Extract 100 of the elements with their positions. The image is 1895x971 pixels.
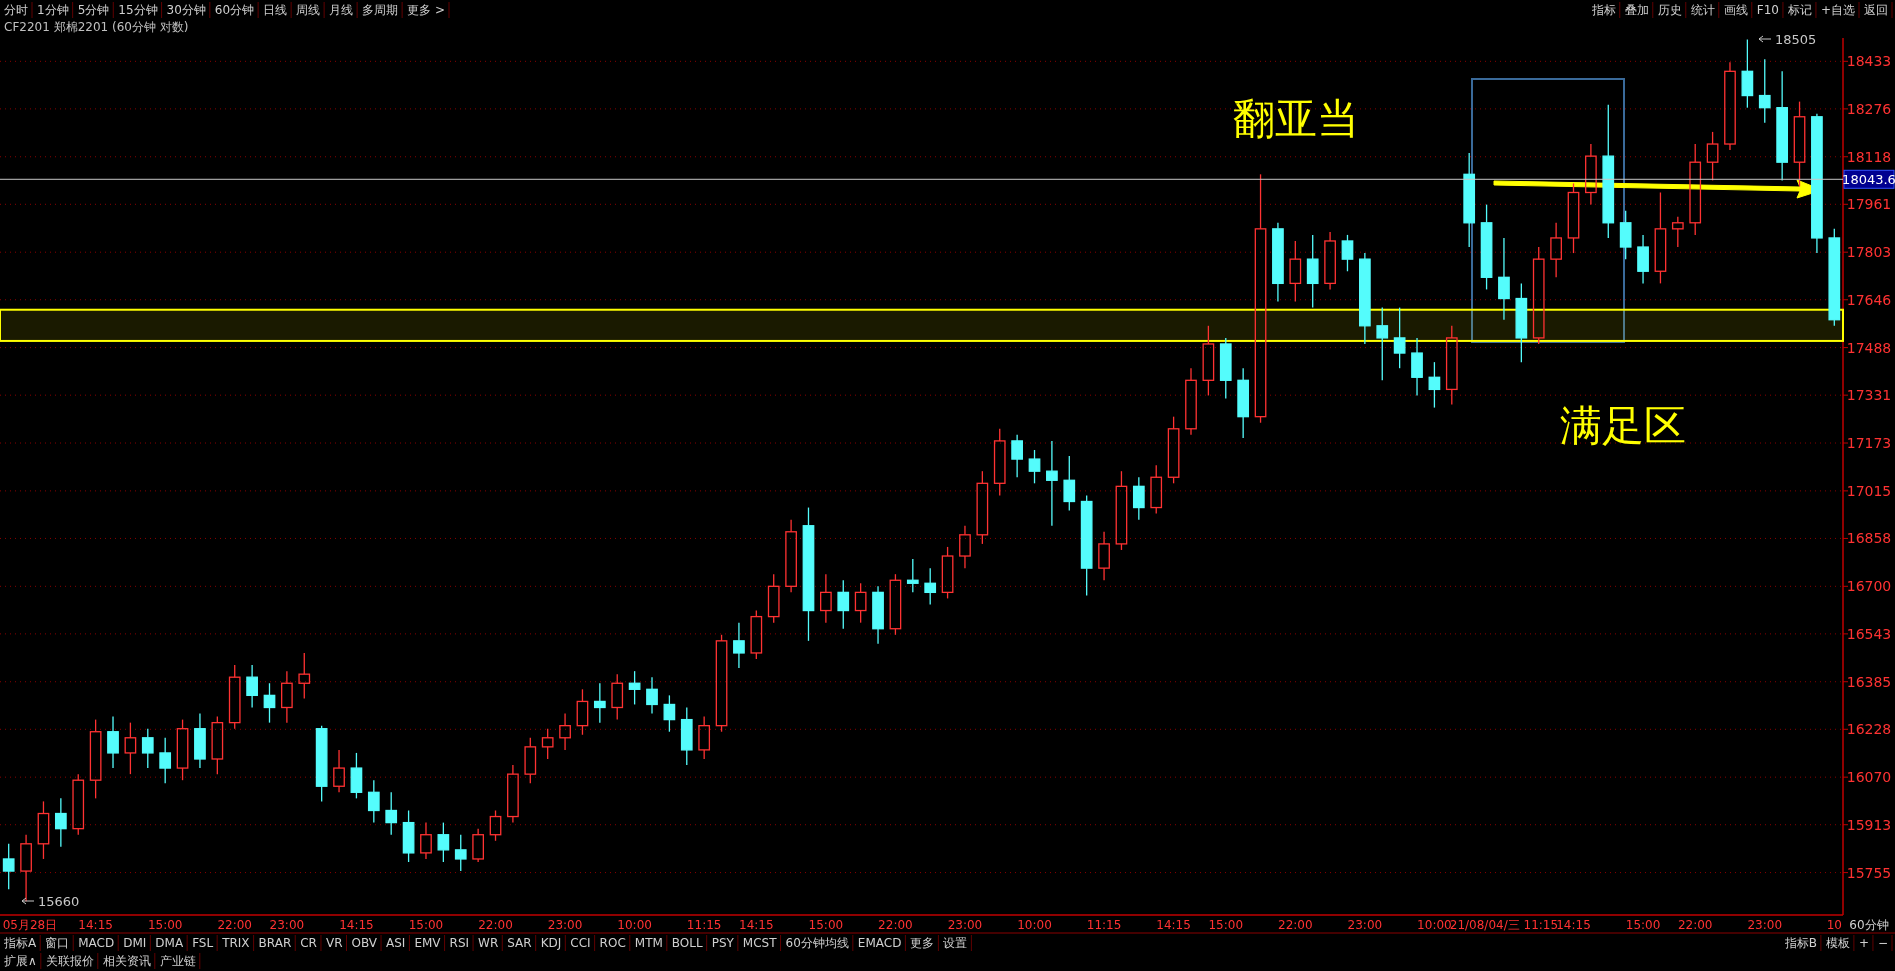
- x-tick-label: 23:00: [1747, 918, 1783, 932]
- x-tick-label: 23:00: [1347, 918, 1383, 932]
- text: TRIX: [221, 936, 250, 950]
- text: BOLL: [671, 936, 703, 950]
- text: DMI: [123, 936, 147, 950]
- chart-title: CF2201 郑棉2201 (60分钟 对数): [4, 20, 189, 34]
- x-tick-label: 05月28日: [2, 918, 58, 932]
- candlestick: [194, 712, 206, 769]
- annotation: 翻亚当: [1233, 94, 1359, 143]
- candlestick: [1289, 240, 1302, 303]
- x-tick-label: 11:15: [686, 918, 722, 932]
- text: 日线: [263, 3, 288, 17]
- text: 模板: [1825, 936, 1850, 950]
- y-tick-label: 15755: [1846, 864, 1892, 881]
- x-tick-label: 22:00: [1278, 918, 1313, 932]
- text: 月线: [329, 3, 354, 17]
- candlestick: [281, 670, 293, 724]
- candlestick: [246, 664, 258, 709]
- y-tick-label: 17488: [1846, 339, 1892, 356]
- y-tick-label: 17173: [1846, 435, 1892, 452]
- candlestick: [959, 525, 971, 569]
- text: 设置: [943, 936, 968, 950]
- text: KDJ: [540, 936, 562, 950]
- text: WR: [478, 936, 499, 950]
- candlestick: [472, 828, 484, 863]
- candlestick: [1046, 440, 1058, 527]
- text: 指标: [1590, 3, 1616, 17]
- text: 60分钟: [214, 3, 255, 17]
- text: ROC: [599, 936, 626, 950]
- text: CR: [300, 936, 317, 950]
- x-tick-label: 10:00: [617, 918, 652, 932]
- text: 5分钟: [77, 3, 110, 17]
- text: BRAR: [258, 936, 292, 950]
- candlestick: [1463, 152, 1476, 248]
- text: 窗口: [45, 936, 70, 950]
- text: FSL: [192, 936, 214, 950]
- x-tick-label: 10: [1826, 918, 1842, 932]
- candlestick: [1585, 143, 1597, 206]
- annotation: 18505: [1775, 32, 1817, 47]
- text: 更多 >: [407, 3, 445, 17]
- x-tick-label: 10:00: [1417, 918, 1452, 932]
- text: DMA: [155, 936, 184, 950]
- y-tick-label: 16070: [1846, 769, 1892, 786]
- x-tick-label: 23:00: [269, 918, 305, 932]
- text: +: [1858, 936, 1869, 950]
- candlestick: [507, 764, 519, 824]
- x-tick-label: 23:00: [547, 918, 583, 932]
- text: 15分钟: [118, 3, 158, 17]
- y-tick-label: 17015: [1846, 482, 1892, 499]
- candlestick: [733, 622, 745, 669]
- candlestick: [1411, 337, 1423, 397]
- x-tick-label: 15:00: [1625, 918, 1661, 932]
- y-tick-label: 18118: [1846, 148, 1892, 165]
- candlestick: [1776, 70, 1789, 182]
- y-tick-label: 17803: [1846, 244, 1892, 261]
- candlestick: [1324, 231, 1336, 291]
- text: 产业链: [159, 954, 196, 968]
- candlestick: [1011, 434, 1023, 478]
- text: 叠加: [1624, 3, 1649, 17]
- x-tick-label: 23:00: [947, 918, 983, 932]
- y-tick-label: 16543: [1846, 625, 1892, 642]
- y-tick-label: 18433: [1846, 53, 1892, 70]
- text: MACD: [78, 936, 115, 950]
- candlestick: [107, 715, 119, 769]
- text: 标记: [1786, 3, 1812, 17]
- text: RSI: [449, 936, 470, 950]
- text: −: [1877, 936, 1888, 950]
- candlestick: [646, 676, 658, 715]
- text: VR: [325, 936, 343, 950]
- text: 关联报价: [45, 954, 94, 968]
- text: 周线: [296, 3, 321, 17]
- candlestick: [1272, 222, 1284, 303]
- x-tick-label: 15:00: [408, 918, 444, 932]
- candlestick: [54, 797, 67, 848]
- candlestick: [1637, 234, 1649, 285]
- candlestick: [1498, 237, 1510, 321]
- x-tick-label: 15:00: [147, 918, 183, 932]
- candlestick: [785, 519, 797, 594]
- candlestick: [20, 834, 32, 903]
- y-tick-label: 17331: [1846, 387, 1892, 404]
- text: F10: [1756, 3, 1779, 17]
- candlestick: [1724, 61, 1736, 151]
- x-tick-label: 14:15: [739, 918, 774, 932]
- x-tick-label: 22:00: [217, 918, 253, 932]
- text: CCI: [570, 936, 591, 950]
- candlestick: [1185, 367, 1197, 436]
- text: 30分钟: [166, 3, 206, 17]
- text: 1分钟: [37, 3, 69, 17]
- x-tick-label: 10:00: [1017, 918, 1052, 932]
- text: 统计: [1690, 3, 1715, 17]
- candlestick: [1098, 531, 1110, 581]
- y-tick-label: 16228: [1846, 721, 1892, 738]
- text: 返回: [1864, 3, 1888, 17]
- candlestick: [333, 749, 345, 793]
- y-tick-label: 18276: [1846, 100, 1892, 117]
- candlestick: [802, 506, 815, 642]
- y-tick-label: 17646: [1846, 291, 1892, 308]
- text: 相关资讯: [102, 954, 151, 968]
- text: 扩展∧: [4, 954, 37, 968]
- text: OBV: [351, 936, 378, 950]
